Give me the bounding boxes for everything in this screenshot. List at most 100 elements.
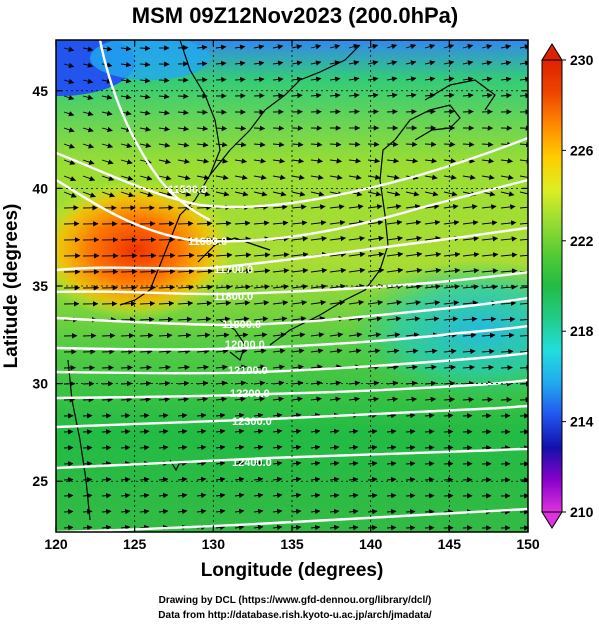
wind-arrow	[272, 204, 288, 210]
wind-arrow	[196, 316, 212, 322]
wind-arrow	[82, 397, 95, 403]
wind-arrow	[405, 108, 417, 115]
wind-arrow	[443, 60, 455, 66]
wind-arrow	[120, 332, 135, 339]
wind-arrow	[291, 524, 302, 531]
wind-arrow	[443, 300, 460, 306]
colorbar-tick-label: 230	[570, 52, 594, 68]
wind-arrow	[234, 268, 252, 274]
wind-arrow	[462, 396, 475, 403]
contour-label-11600: 11600.0	[188, 236, 227, 248]
wind-arrow	[139, 61, 151, 68]
wind-arrow	[348, 316, 364, 322]
wind-arrow	[405, 219, 422, 226]
wind-arrow	[462, 109, 474, 115]
wind-arrow	[367, 141, 380, 148]
wind-arrow	[348, 235, 366, 242]
wind-arrow	[158, 175, 172, 181]
wind-arrow	[519, 206, 528, 209]
wind-arrow	[253, 380, 266, 386]
wind-arrow	[424, 158, 438, 164]
wind-arrow	[481, 316, 497, 322]
wind-arrow	[519, 92, 528, 99]
wind-arrow	[63, 477, 74, 483]
contour-label-12200: 12200.0	[230, 388, 270, 400]
wind-arrow	[481, 204, 497, 210]
wind-arrow	[405, 43, 417, 50]
wind-arrow	[234, 252, 252, 258]
x-axis-label: Longitude (degrees)	[201, 560, 384, 581]
wind-arrow	[120, 284, 138, 291]
wind-arrow	[139, 284, 157, 291]
wind-arrow	[500, 316, 516, 323]
wind-arrow	[329, 204, 345, 210]
wind-arrow	[424, 300, 441, 306]
wind-arrow	[329, 460, 340, 467]
wind-arrow	[386, 235, 404, 242]
wind-arrow	[196, 174, 210, 181]
wind-arrow	[196, 125, 209, 132]
wind-arrow	[272, 284, 289, 290]
wind-arrow	[386, 108, 398, 115]
x-axis: 120 125 130 135 140 145 150	[44, 40, 540, 552]
wind-arrow	[500, 236, 518, 242]
wind-arrow	[462, 268, 480, 274]
wind-arrow	[120, 300, 137, 307]
wind-arrow	[386, 267, 404, 274]
wind-arrow	[443, 191, 458, 197]
wind-arrow	[424, 316, 440, 322]
wind-arrow	[196, 364, 209, 371]
wind-arrow	[196, 60, 208, 67]
wind-arrow	[120, 94, 132, 100]
colorbar: 210 214 218 222 226 230	[541, 43, 594, 529]
wind-arrow	[139, 300, 156, 307]
wind-arrow	[63, 111, 75, 117]
wind-arrow	[367, 191, 382, 197]
wind-arrow	[139, 316, 155, 323]
wind-arrow	[196, 109, 208, 115]
wind-arrow	[196, 332, 211, 338]
wind-arrow	[348, 219, 365, 226]
wind-arrow	[443, 445, 454, 451]
wind-arrow	[139, 524, 150, 531]
wind-arrow	[291, 300, 308, 306]
wind-arrow	[386, 141, 399, 148]
wind-arrow	[348, 396, 360, 402]
wind-arrow	[272, 300, 289, 306]
wind-arrow	[405, 316, 421, 322]
wind-arrow	[63, 143, 75, 149]
wind-arrow	[139, 268, 157, 275]
wind-arrow	[101, 460, 112, 467]
wind-arrow	[310, 444, 321, 451]
wind-arrow	[329, 109, 341, 115]
wind-arrow	[424, 191, 439, 197]
wind-arrow	[291, 284, 308, 290]
wind-arrow	[139, 332, 154, 339]
wind-arrow	[139, 508, 150, 515]
x-tick-label: 135	[280, 536, 304, 552]
wind-arrow	[272, 252, 290, 258]
wind-arrow	[386, 204, 402, 210]
wind-arrow	[196, 444, 207, 451]
wind-arrow	[139, 94, 151, 100]
wind-arrow	[367, 108, 379, 115]
wind-arrow	[386, 191, 401, 197]
wind-arrow	[348, 348, 362, 354]
wind-arrow	[310, 316, 326, 322]
wind-arrow	[481, 268, 499, 274]
wind-arrow	[215, 524, 226, 531]
wind-arrow	[386, 525, 397, 531]
wind-arrow	[272, 76, 284, 83]
wind-arrow	[82, 127, 94, 133]
wind-arrow	[139, 476, 150, 483]
wind-arrow	[462, 174, 476, 180]
wind-arrow	[63, 94, 75, 101]
wind-arrow	[120, 396, 133, 403]
wind-arrow	[519, 319, 528, 321]
wind-arrow	[348, 332, 363, 338]
wind-arrow	[443, 174, 457, 180]
wind-arrow	[139, 142, 152, 148]
wind-arrow	[405, 60, 417, 66]
wind-arrow	[443, 204, 459, 210]
wind-arrow	[443, 461, 454, 467]
